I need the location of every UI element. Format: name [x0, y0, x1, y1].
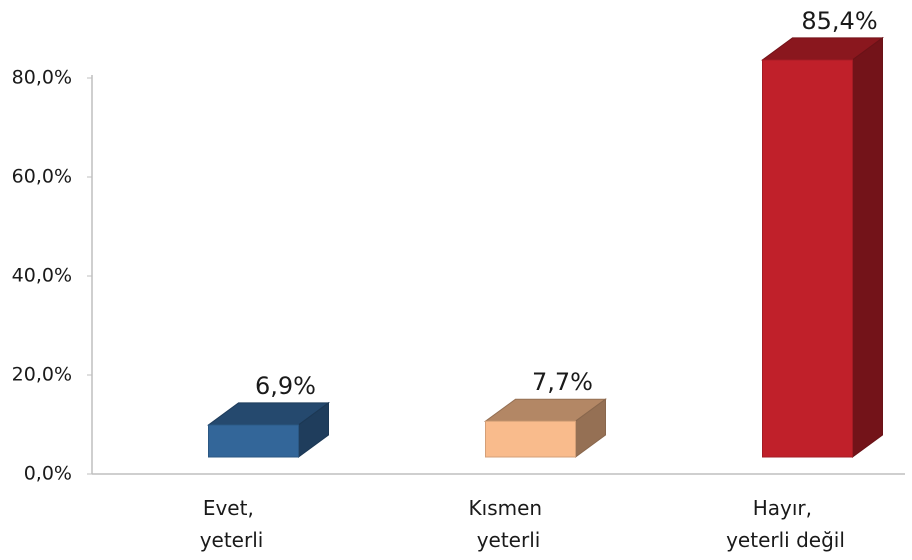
bar-front	[762, 59, 853, 458]
x-tick-label: Kısmen yeterli	[469, 496, 549, 552]
value-label: 85,4%	[801, 7, 877, 35]
y-tick-label: 80,0%	[12, 67, 72, 89]
value-label: 7,7%	[532, 368, 593, 396]
y-tick-label: 0,0%	[24, 463, 72, 485]
bar	[206, 401, 331, 458]
bar-front	[208, 424, 299, 458]
y-tick-label: 60,0%	[12, 166, 72, 188]
bar	[483, 398, 608, 458]
bar	[760, 36, 885, 458]
x-tick-label: Hayır, yeterli değil	[726, 496, 845, 552]
x-tick-label: Evet, yeterli	[200, 496, 264, 552]
value-label: 6,9%	[255, 372, 316, 400]
bar-side	[852, 36, 883, 458]
bar-front	[485, 420, 576, 458]
y-tick-label: 20,0%	[12, 364, 72, 386]
y-tick-label: 40,0%	[12, 265, 72, 287]
